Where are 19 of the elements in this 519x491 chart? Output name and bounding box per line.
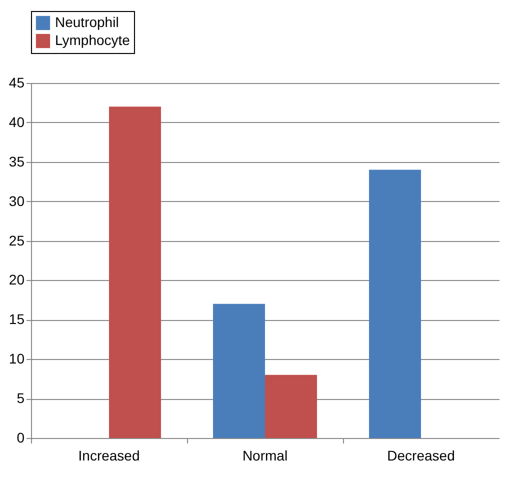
x-tick-label: Normal [242, 448, 288, 464]
y-tick-label: 30 [8, 192, 25, 209]
x-tick-label: Decreased [387, 448, 455, 464]
y-tick-label: 20 [8, 272, 25, 288]
legend-label: Neutrophil [55, 14, 119, 30]
y-tick-label: 0 [16, 430, 25, 446]
legend-label: Lymphocyte [55, 32, 130, 48]
y-tick-label: 10 [8, 350, 25, 367]
bar [369, 170, 421, 438]
y-tick-label: 15 [8, 311, 25, 328]
y-tick-label: 5 [16, 390, 25, 406]
y-tick-label: 35 [8, 153, 25, 170]
bar [109, 106, 161, 438]
bar [213, 304, 265, 438]
bar [265, 374, 317, 438]
y-tick-label: 25 [8, 232, 25, 248]
y-tick-label: 40 [8, 114, 25, 130]
x-tick-label: Increased [78, 448, 140, 464]
y-tick-label: 45 [8, 74, 25, 90]
